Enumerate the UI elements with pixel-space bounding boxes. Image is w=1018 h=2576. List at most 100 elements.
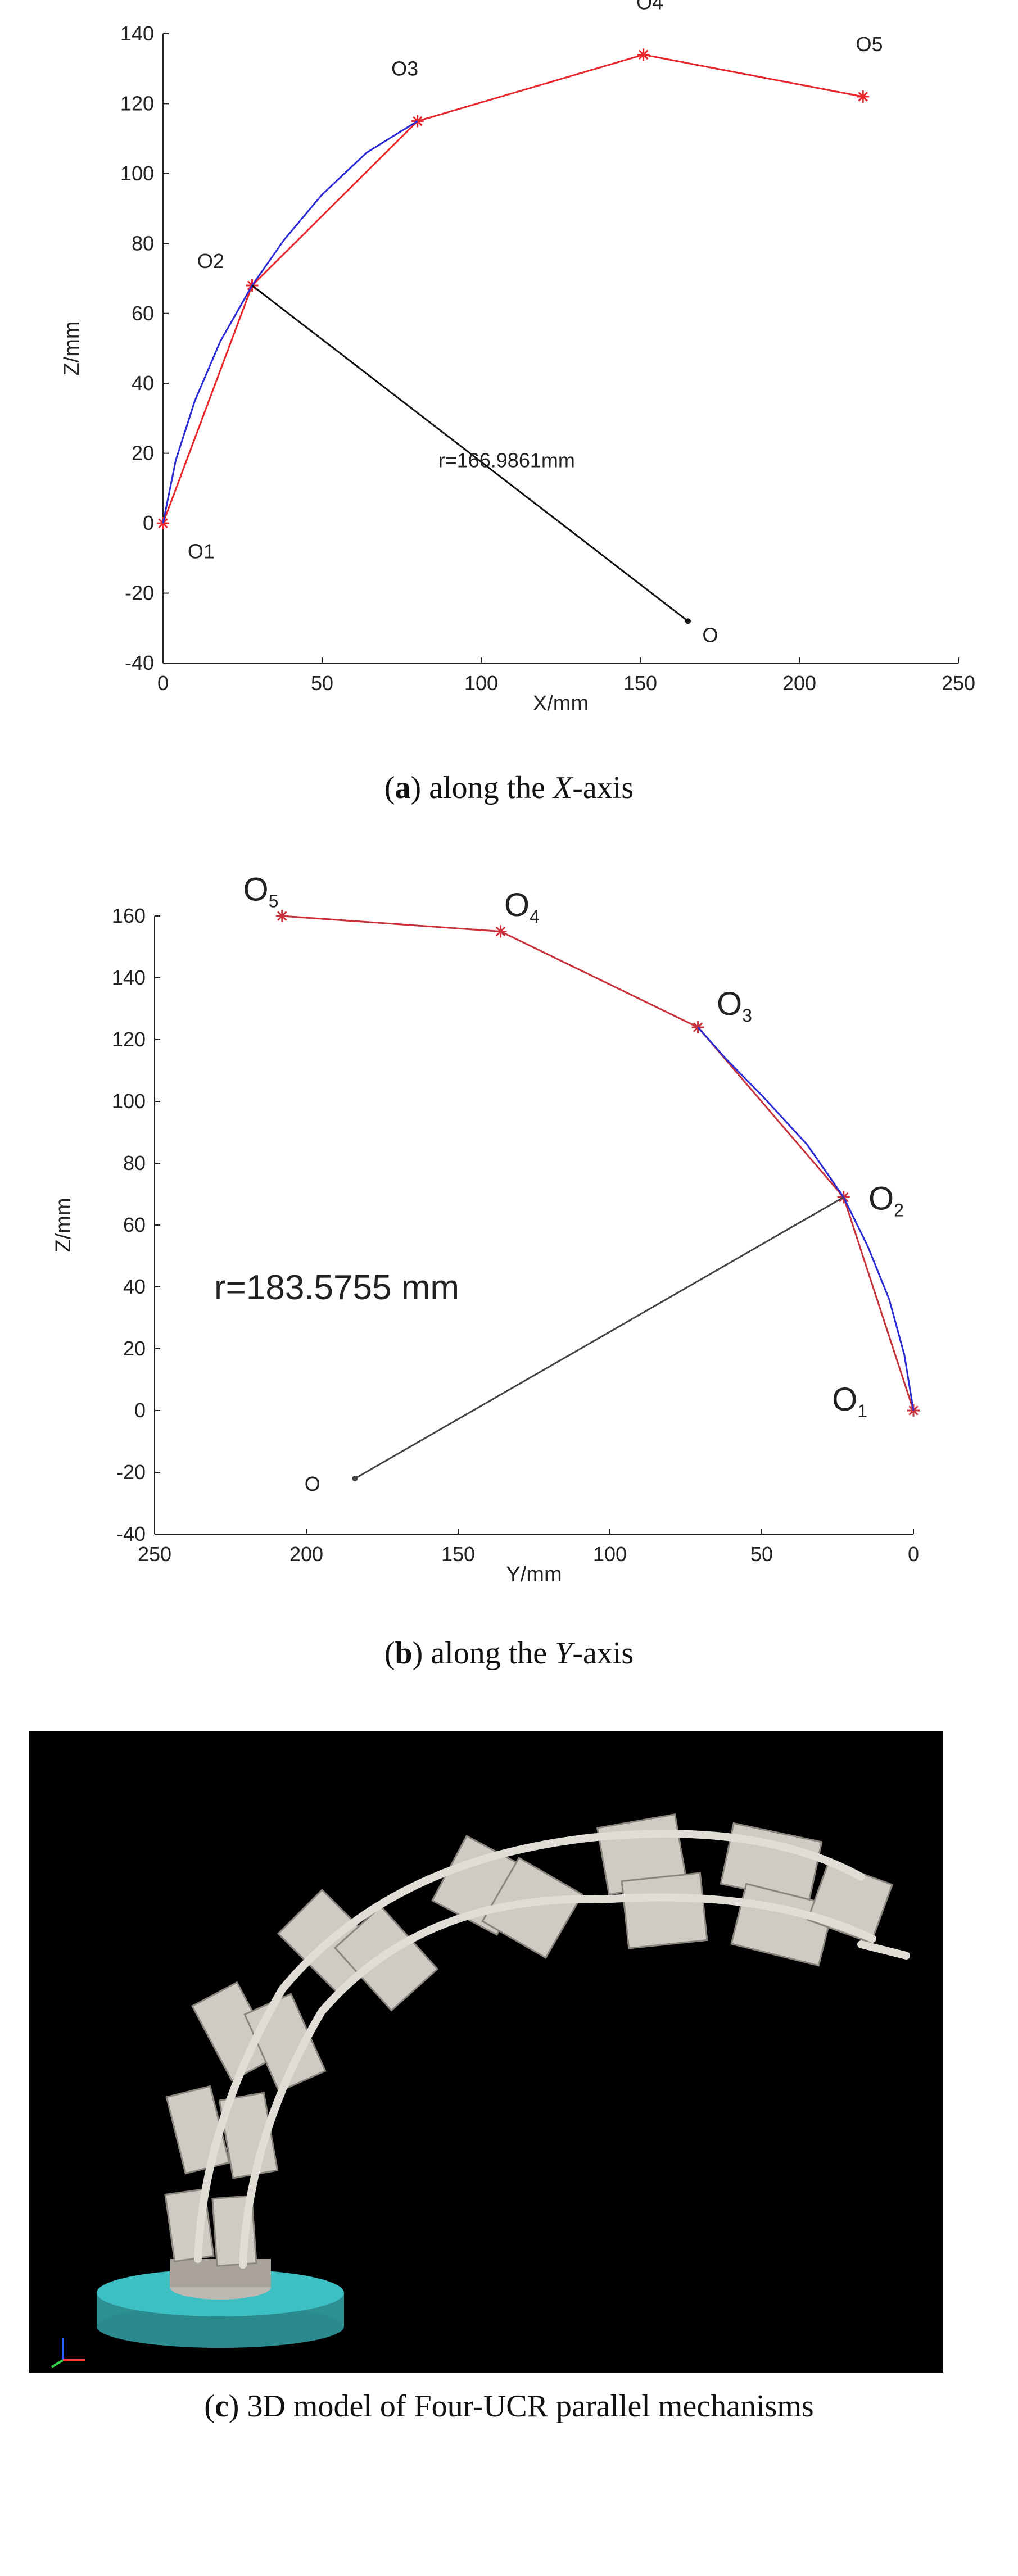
chart-b-annotation: O4: [504, 887, 540, 927]
chart-b-series-line: [282, 915, 915, 1411]
chart-b-annotation-subscript: 1: [857, 1401, 867, 1421]
chart-b-y-tick-label: 0: [134, 1399, 146, 1422]
caption-b-label: b: [395, 1636, 413, 1671]
chart-b-y-tick-label: 60: [123, 1213, 146, 1236]
caption-a-suffix: -axis: [572, 770, 634, 805]
chart-a-y-tick-label: -20: [125, 582, 154, 605]
chart-a-annotation: O3: [391, 57, 418, 80]
chart-a-series-line: [162, 120, 418, 524]
axis-triad-icon: [51, 2338, 85, 2368]
panel-b: 250 200 150 100 50 0 -40 -20 0 20 40 60 80 100 120 140 1…: [0, 865, 1018, 1613]
chart-a-annotation: r=166.9861mm: [438, 449, 575, 472]
caption-c-label: c: [214, 2389, 229, 2424]
chart-b-y-tick-label: 140: [112, 966, 146, 989]
chart-a-annotation: O: [703, 624, 718, 647]
chart-b-annotation: O2: [868, 1181, 904, 1221]
chart-b-y-tick-label: 20: [123, 1337, 146, 1360]
chart-b-data-point: [494, 925, 507, 938]
chart-b-annotation-text: O: [832, 1381, 857, 1418]
chart-a-x-axis-label: X/mm: [533, 692, 589, 715]
chart-a-data-point-stroke: [638, 49, 649, 60]
chart-a-annotation-text: O: [703, 624, 718, 647]
chart-a-annotation: O1: [188, 539, 215, 563]
chart-b-data-point-stroke: [277, 911, 287, 921]
arm-rods: [194, 1830, 910, 2269]
chart-a-y-tick-label: 20: [132, 442, 154, 465]
chart-b-annotation-text: r=183.5755 mm: [214, 1268, 459, 1307]
chart-b: 250 200 150 100 50 0 -40 -20 0 20 40 60 80 100 120 140 1…: [52, 872, 920, 1586]
base-disk: [97, 2259, 344, 2348]
chart-b-series-line: [354, 1196, 844, 1480]
chart-b-center-point: [352, 1476, 358, 1481]
caption-a: (a) along the X-axis: [384, 770, 634, 805]
chart-a-data-point: [857, 90, 870, 103]
chart-b-x-tick-label: 200: [289, 1543, 323, 1566]
panel-a: 0 50 100 150 200 250 -40 -20 0 20 40 60 80 100 120 140 X…: [0, 0, 1018, 731]
chart-b-x-tick-label: 0: [908, 1543, 919, 1566]
caption-b-text: along the: [431, 1636, 548, 1671]
chart-b-x-tick-label: 150: [441, 1543, 475, 1566]
chart-a-annotation-text: O1: [188, 539, 215, 563]
chart-b-data-point: [275, 910, 288, 922]
3d-model-illustration: [51, 1813, 910, 2368]
3d-model-view: [29, 1731, 943, 2373]
caption-b-axis: Y: [555, 1636, 573, 1671]
chart-a-x-tick-label: 0: [157, 672, 169, 695]
chart-b-annotation: O1: [832, 1381, 867, 1421]
arm-links: [164, 1813, 894, 2267]
chart-b-y-tick-label: -20: [116, 1461, 146, 1484]
chart-b-y-tick-label: 40: [123, 1275, 146, 1298]
chart-a-x-tick-label: 200: [782, 672, 816, 695]
chart-a-y-axis-label: Z/mm: [60, 321, 84, 375]
caption-b-suffix: -axis: [572, 1636, 634, 1671]
caption-a-text: along the: [429, 770, 546, 805]
caption-b: (b) along the Y-axis: [384, 1636, 634, 1671]
chart-b-x-tick-label: 50: [750, 1543, 773, 1566]
chart-a-annotation-text: O5: [856, 33, 883, 56]
chart-a-x-tick-label: 150: [623, 672, 657, 695]
chart-a-data-point-stroke: [858, 92, 868, 102]
chart-a-x-tick-label: 250: [942, 672, 975, 695]
chart-b-annotation-text: O: [504, 887, 530, 923]
chart-a-series-line: [251, 284, 689, 622]
chart-a-y-tick-label: 80: [132, 232, 154, 255]
chart-a-x-tick-label: 50: [311, 672, 333, 695]
chart-b-annotation-text: O: [243, 872, 269, 908]
chart-a-annotation: O4: [636, 0, 663, 13]
chart-a-annotation-text: r=166.9861mm: [438, 449, 575, 472]
chart-b-annotation-text: O: [305, 1472, 320, 1495]
chart-a-annotation: O5: [856, 33, 883, 56]
chart-b-x-tick-label: 250: [138, 1543, 171, 1566]
caption-a-label: a: [395, 770, 411, 805]
chart-b-annotation-text: O: [717, 986, 742, 1022]
chart-b-y-tick-label: -40: [116, 1522, 146, 1545]
chart-a-y-tick-label: 60: [132, 302, 154, 325]
chart-a-center-point: [685, 618, 691, 624]
chart-a-y-tick-label: 100: [120, 162, 154, 185]
chart-a-y-tick-label: 120: [120, 92, 154, 115]
chart-b-annotation-subscript: 4: [530, 906, 540, 927]
caption-a-axis: X: [553, 770, 573, 805]
chart-b-annotation-subscript: 5: [269, 891, 279, 911]
chart-b-data-point-stroke: [495, 926, 506, 937]
chart-a-data-point: [637, 48, 650, 61]
chart-b-x-tick-label: 100: [593, 1543, 627, 1566]
chart-b-annotation-subscript: 3: [742, 1005, 752, 1026]
chart-a-annotation-text: O4: [636, 0, 663, 13]
chart-a-annotation: O2: [197, 250, 224, 273]
chart-b-annotation: O3: [717, 986, 752, 1026]
chart-b-y-tick-label: 100: [112, 1090, 146, 1113]
chart-a-y-tick-label: 40: [132, 371, 154, 394]
chart-b-y-axis-label: Z/mm: [52, 1198, 75, 1252]
chart-a-y-tick-label: 140: [120, 22, 154, 45]
chart-a-annotation-text: O2: [197, 250, 224, 273]
chart-b-annotation-subscript: 2: [894, 1200, 904, 1221]
chart-a-y-tick-label: 0: [143, 511, 154, 534]
chart-b-annotation: r=183.5755 mm: [214, 1268, 459, 1307]
chart-b-y-tick-label: 160: [112, 904, 146, 927]
chart-a-annotation-text: O3: [391, 57, 418, 80]
chart-b-y-tick-label: 80: [123, 1151, 146, 1174]
chart-a: 0 50 100 150 200 250 -40 -20 0 20 40 60 80 100 120 140 X…: [60, 0, 975, 715]
caption-c: (c) 3D model of Four-UCR parallel mechan…: [204, 2389, 814, 2424]
chart-b-x-axis-label: Y/mm: [506, 1563, 562, 1586]
